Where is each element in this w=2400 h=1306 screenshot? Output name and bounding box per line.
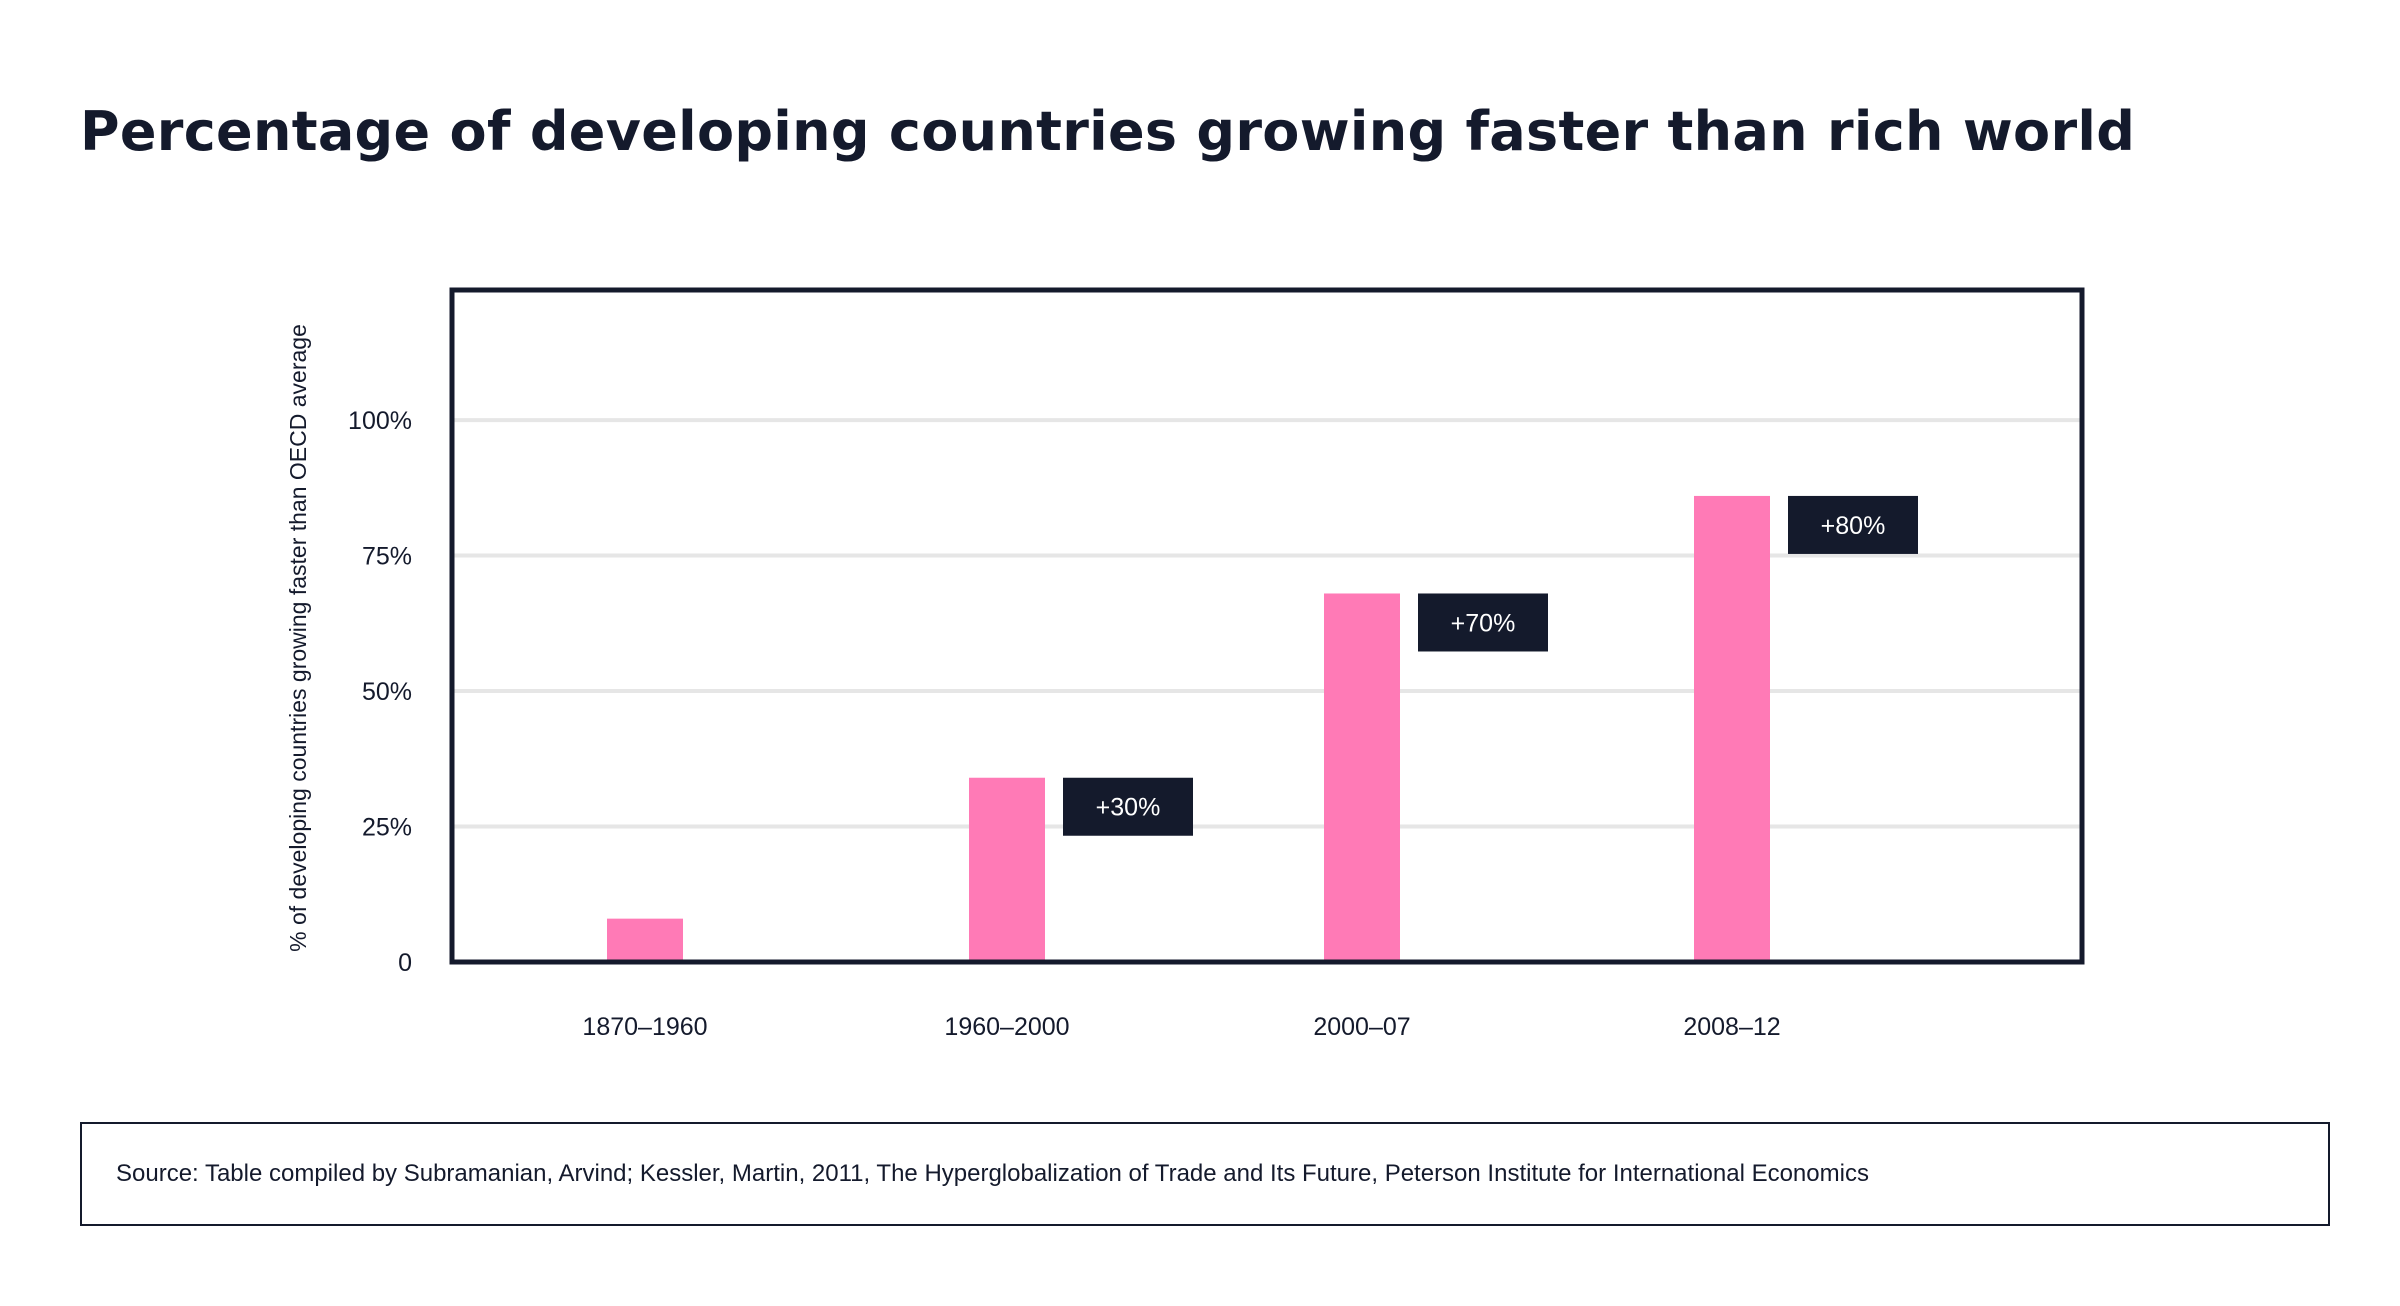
data-label: +70% xyxy=(1418,593,1548,652)
bar xyxy=(1324,593,1400,962)
data-label: +30% xyxy=(1063,777,1193,836)
data-label-text: +30% xyxy=(1096,794,1161,822)
bar xyxy=(607,918,683,962)
data-label-text: +70% xyxy=(1451,609,1516,637)
chart-title: Percentage of developing countries growi… xyxy=(80,100,2136,163)
plot-frame xyxy=(449,287,2085,965)
bar xyxy=(1694,495,1770,962)
x-tick-label: 1960–2000 xyxy=(944,1013,1069,1041)
bars xyxy=(607,495,1770,962)
data-label-text: +80% xyxy=(1821,512,1886,540)
y-tick-label: 100% xyxy=(348,407,412,435)
data-label-background xyxy=(1788,495,1918,554)
y-tick-label: 50% xyxy=(362,678,412,706)
x-axis-ticks: 1870–1960 1960–2000 2000–07 2008–12 xyxy=(582,1013,1780,1041)
data-label-background xyxy=(1418,593,1548,652)
y-tick-label: 75% xyxy=(362,543,412,571)
data-labels: +30% +70% +80% xyxy=(1063,495,1918,836)
data-label: +80% xyxy=(1788,495,1918,554)
y-axis-ticks: 0 25% 50% 75% 100% xyxy=(348,407,412,977)
source-box: Source: Table compiled by Subramanian, A… xyxy=(80,1122,2330,1226)
x-tick-label: 2000–07 xyxy=(1313,1013,1410,1041)
x-tick-label: 2008–12 xyxy=(1683,1013,1780,1041)
bar xyxy=(969,777,1045,962)
gridlines xyxy=(452,418,2082,829)
y-axis-title: % of developing countries growing faster… xyxy=(285,324,311,952)
source-text: Source: Table compiled by Subramanian, A… xyxy=(116,1160,1869,1187)
x-tick-label: 1870–1960 xyxy=(582,1013,707,1041)
y-tick-label: 25% xyxy=(362,814,412,842)
data-label-background xyxy=(1063,777,1193,836)
y-tick-label: 0 xyxy=(398,949,412,977)
